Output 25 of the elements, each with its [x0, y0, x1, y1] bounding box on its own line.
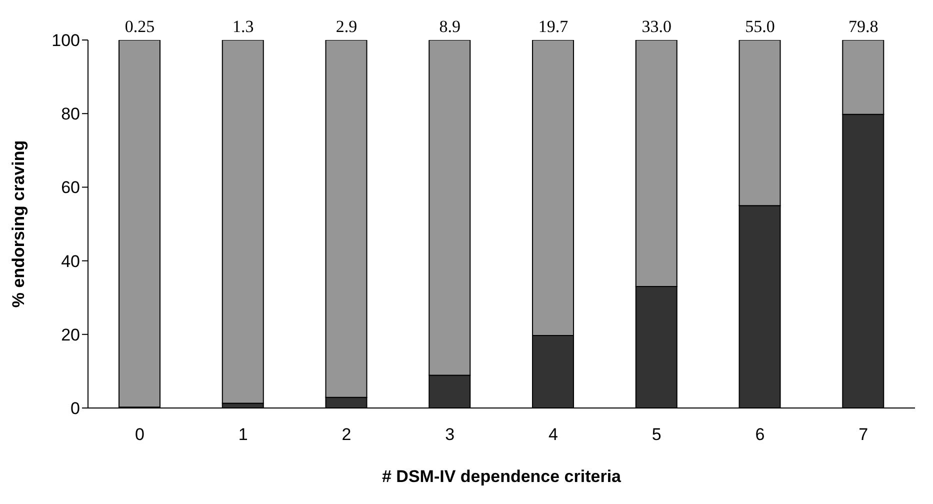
y-tick-label: 40: [61, 252, 80, 271]
x-tick-label: 4: [548, 425, 558, 444]
x-tick-label: 7: [858, 425, 868, 444]
y-axis-title: % endorsing craving: [9, 140, 28, 308]
bar: [222, 40, 264, 404]
x-tick-label: 1: [238, 425, 248, 444]
x-tick-label: 0: [134, 425, 144, 444]
annotation: 2.9: [336, 17, 358, 36]
y-tick-label: 60: [61, 178, 80, 198]
x-tick-label: 3: [445, 425, 455, 444]
annotation: 19.7: [538, 17, 569, 36]
annotation: 1.3: [232, 17, 254, 36]
x-axis-title: # DSM-IV dependence criteria: [382, 467, 622, 486]
annotation: 33.0: [642, 17, 672, 36]
annotation: 0.25: [124, 17, 155, 36]
y-tick-label: 100: [52, 31, 80, 50]
annotation: 8.9: [439, 17, 460, 36]
x-tick-label: 6: [755, 425, 765, 444]
y-tick-label: 80: [61, 104, 80, 124]
y-tick-label: 20: [61, 325, 80, 344]
y-tick-label: 0: [70, 399, 80, 418]
annotation: 79.8: [848, 17, 878, 36]
x-tick-label: 5: [652, 425, 662, 444]
annotation: 55.0: [745, 17, 775, 36]
x-tick-label: 2: [342, 425, 352, 444]
